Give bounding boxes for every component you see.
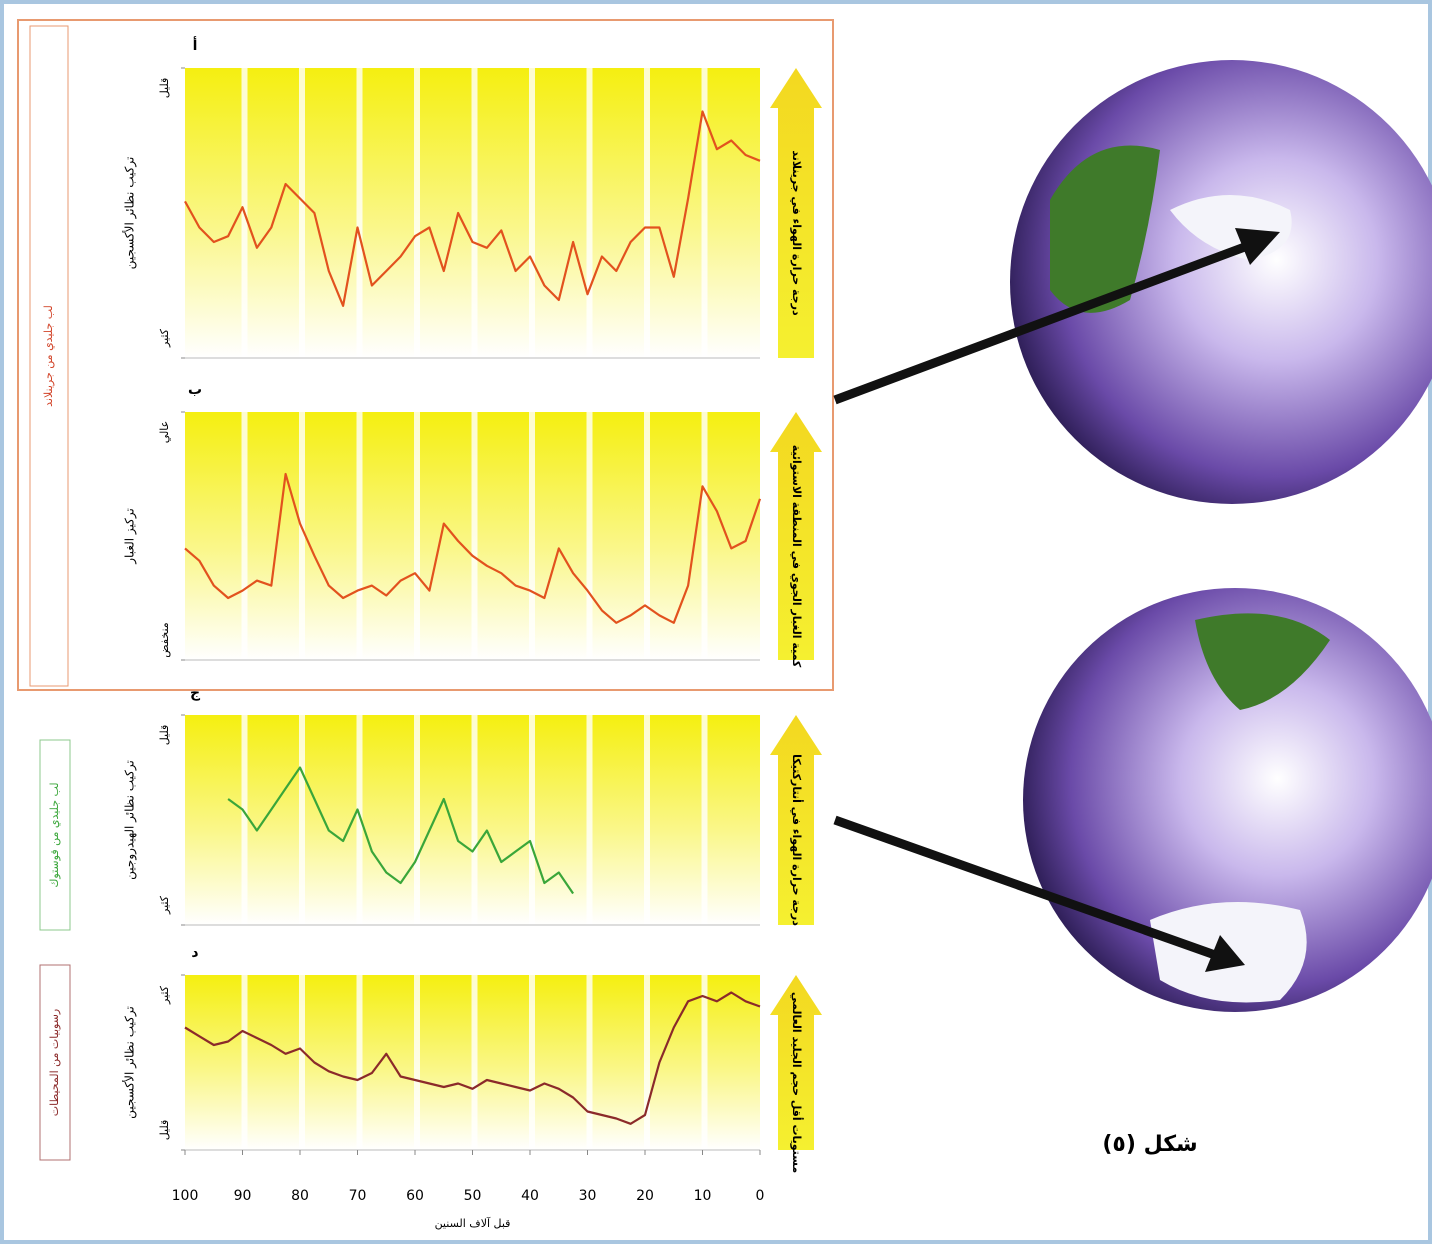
figure: شكل (٥) أ قليل كثير تركيب نظائر الأكسجين لب … — [0, 0, 1432, 1244]
panel-label: د — [191, 945, 198, 961]
x-tick-label: 70 — [349, 1188, 367, 1204]
stripe — [472, 412, 478, 660]
y-tick-label: كثير — [158, 985, 171, 1005]
stripe — [587, 68, 593, 358]
x-tick-label: 30 — [579, 1188, 597, 1204]
y-tick-label: كثير — [158, 328, 171, 348]
stripe — [529, 68, 535, 358]
panel-label: ج — [190, 685, 201, 701]
stripe — [299, 975, 305, 1150]
stripe — [414, 975, 420, 1150]
stripe — [414, 715, 420, 925]
x-tick-label: 0 — [756, 1188, 765, 1204]
stripe — [472, 715, 478, 925]
x-tick-label: 90 — [234, 1188, 252, 1204]
stripe — [587, 412, 593, 660]
stripe — [299, 412, 305, 660]
x-tick-label: 50 — [464, 1188, 482, 1204]
x-tick-label: 100 — [172, 1188, 199, 1204]
y-tick-label: قليل — [158, 78, 171, 99]
y-axis-label: تركيز الغبار — [123, 508, 138, 565]
x-tick-label: 10 — [694, 1188, 712, 1204]
panel-label: أ — [193, 36, 198, 54]
side-label: كمية الغبار الجوي في المنطقة الاستوائية — [790, 445, 803, 668]
stripe — [242, 412, 248, 660]
stripe — [587, 715, 593, 925]
stripe — [472, 68, 478, 358]
side-label: درجة حرارة الهواء في جرينلاند — [790, 150, 803, 316]
side-label: مستويات أقل حجم الجليد العالمي — [790, 992, 804, 1173]
y-tick-label: قليل — [158, 1120, 171, 1141]
x-axis-label: قبل آلاف السنين — [435, 1216, 511, 1230]
stripe — [242, 975, 248, 1150]
stripe — [472, 975, 478, 1150]
stripe — [644, 68, 650, 358]
stripe — [702, 975, 708, 1150]
x-tick-label: 20 — [636, 1188, 654, 1204]
stripe — [242, 715, 248, 925]
stripe — [644, 975, 650, 1150]
stripe — [529, 975, 535, 1150]
stripe — [357, 412, 363, 660]
y-tick-label: كثير — [158, 895, 171, 915]
core-label: لب جليدي من فوستوك — [48, 782, 61, 887]
stripe — [299, 715, 305, 925]
stripe — [644, 412, 650, 660]
stripe — [357, 975, 363, 1150]
y-tick-label: قليل — [158, 725, 171, 746]
y-axis-label: تركيب نظائر الأكسجين — [122, 157, 138, 270]
stripe — [529, 412, 535, 660]
stripe — [414, 68, 420, 358]
y-axis-label: تركيب نظائر الأكسجين — [122, 1006, 138, 1119]
stripe — [702, 715, 708, 925]
x-tick-label: 80 — [291, 1188, 309, 1204]
y-axis-label: تركيب نظائر الهيدروجين — [123, 760, 138, 880]
stripe — [702, 412, 708, 660]
y-tick-label: منخفض — [158, 622, 171, 657]
stripe — [414, 412, 420, 660]
side-label: درجة حرارة الهواء في أنتاركتيكا — [790, 754, 804, 926]
figure-caption: شكل (٥) — [1102, 1132, 1197, 1157]
stripe — [357, 68, 363, 358]
x-tick-label: 60 — [406, 1188, 424, 1204]
stripe — [587, 975, 593, 1150]
stripe — [529, 715, 535, 925]
core-label: رسوبيات من المحيطات — [48, 1009, 61, 1116]
panel-label: ب — [188, 382, 202, 398]
stripe — [644, 715, 650, 925]
y-tick-label: عالي — [158, 421, 171, 443]
x-tick-label: 40 — [521, 1188, 539, 1204]
stripe — [299, 68, 305, 358]
core-label: لب جليدي من جرينلاند — [42, 305, 55, 407]
